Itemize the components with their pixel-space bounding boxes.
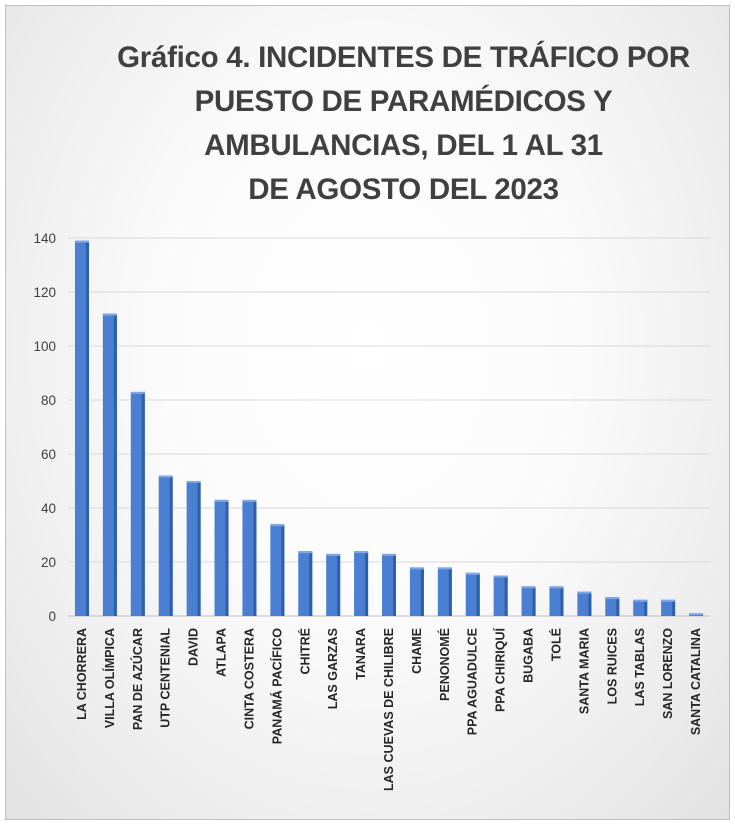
bar-top (187, 481, 201, 483)
bar-side (226, 501, 229, 616)
x-tick-label: ATLAPA (215, 628, 229, 677)
y-tick-label: 140 (33, 231, 56, 246)
bar-top (605, 597, 619, 599)
bar-top (131, 392, 145, 394)
x-tick-label: VILLA OLÍMPICA (102, 628, 117, 728)
x-tick-label: DAVID (187, 628, 201, 666)
bar-side (309, 552, 312, 616)
y-tick-label: 20 (41, 555, 56, 570)
y-tick-label: 100 (33, 339, 56, 354)
x-tick-label: BUGABA (522, 628, 536, 683)
x-tick-label: LAS GARZAS (326, 628, 340, 709)
bar-top (577, 592, 591, 594)
bar-top (242, 500, 256, 502)
bar-side (533, 587, 536, 616)
x-tick-label: CINTA COSTERA (242, 628, 256, 729)
bar-top (75, 241, 89, 243)
x-tick-label: SANTA MARIA (577, 628, 591, 714)
bar-side (170, 477, 173, 616)
bar-top (661, 600, 675, 602)
y-tick-label: 80 (41, 393, 56, 408)
bar-top (689, 613, 703, 615)
x-tick-label: PPA CHIRIQUÍ (493, 627, 508, 712)
x-tick-label: UTP CENTENIAL (159, 628, 173, 728)
bar-side (198, 482, 201, 616)
bar-side (616, 598, 619, 616)
bar-side (505, 577, 508, 617)
x-tick-label: TOLÉ (548, 628, 563, 661)
bar-side (477, 574, 480, 616)
bar-side (114, 315, 117, 616)
x-tick-label: LA CHORRERA (75, 628, 89, 720)
x-tick-label: CHITRÉ (297, 628, 312, 675)
bar-side (142, 393, 145, 616)
bar-side (393, 555, 396, 616)
bar-side (337, 555, 340, 616)
bar-side (560, 587, 563, 616)
bar-side (449, 568, 452, 616)
x-tick-label: SAN LORENZO (661, 628, 675, 719)
bar-top (438, 567, 452, 569)
bar-top (326, 554, 340, 556)
y-tick-label: 120 (33, 285, 56, 300)
bar-top (354, 551, 368, 553)
bar-side (365, 552, 368, 616)
bar-top (215, 500, 229, 502)
bar-top (270, 524, 284, 526)
bar-top (494, 576, 508, 578)
bar-top (159, 476, 173, 478)
x-tick-label: PAN DE AZÚCAR (130, 628, 145, 730)
x-tick-label: LOS RUICES (605, 628, 619, 704)
bar-top (298, 551, 312, 553)
y-tick-label: 40 (41, 501, 56, 516)
bar-side (588, 593, 591, 616)
x-tick-label: TANARA (354, 628, 368, 680)
x-tick-label: CHAME (410, 628, 424, 674)
bar-side (281, 525, 284, 616)
bar-top (633, 600, 647, 602)
x-tick-label: LAS TABLAS (633, 628, 647, 706)
bar-top (549, 586, 563, 588)
bar-top (103, 314, 117, 316)
bar-side (672, 601, 675, 616)
x-tick-label: PANAMÁ PACÍFICO (269, 628, 284, 744)
x-tick-label: SANTA CATALINA (689, 628, 703, 735)
bar-side (253, 501, 256, 616)
bar-top (522, 586, 536, 588)
bar-side (644, 601, 647, 616)
bar-side (421, 568, 424, 616)
bar-top (466, 573, 480, 575)
x-tick-label: PPA AGUADULCE (466, 628, 480, 735)
bar-side (86, 242, 89, 616)
y-tick-label: 0 (48, 609, 56, 624)
x-tick-label: PENONOMÉ (437, 628, 452, 701)
x-tick-label: LAS CUEVAS DE CHILIBRE (382, 628, 396, 791)
bar-top (410, 567, 424, 569)
bar-top (382, 554, 396, 556)
y-tick-label: 60 (41, 447, 56, 462)
